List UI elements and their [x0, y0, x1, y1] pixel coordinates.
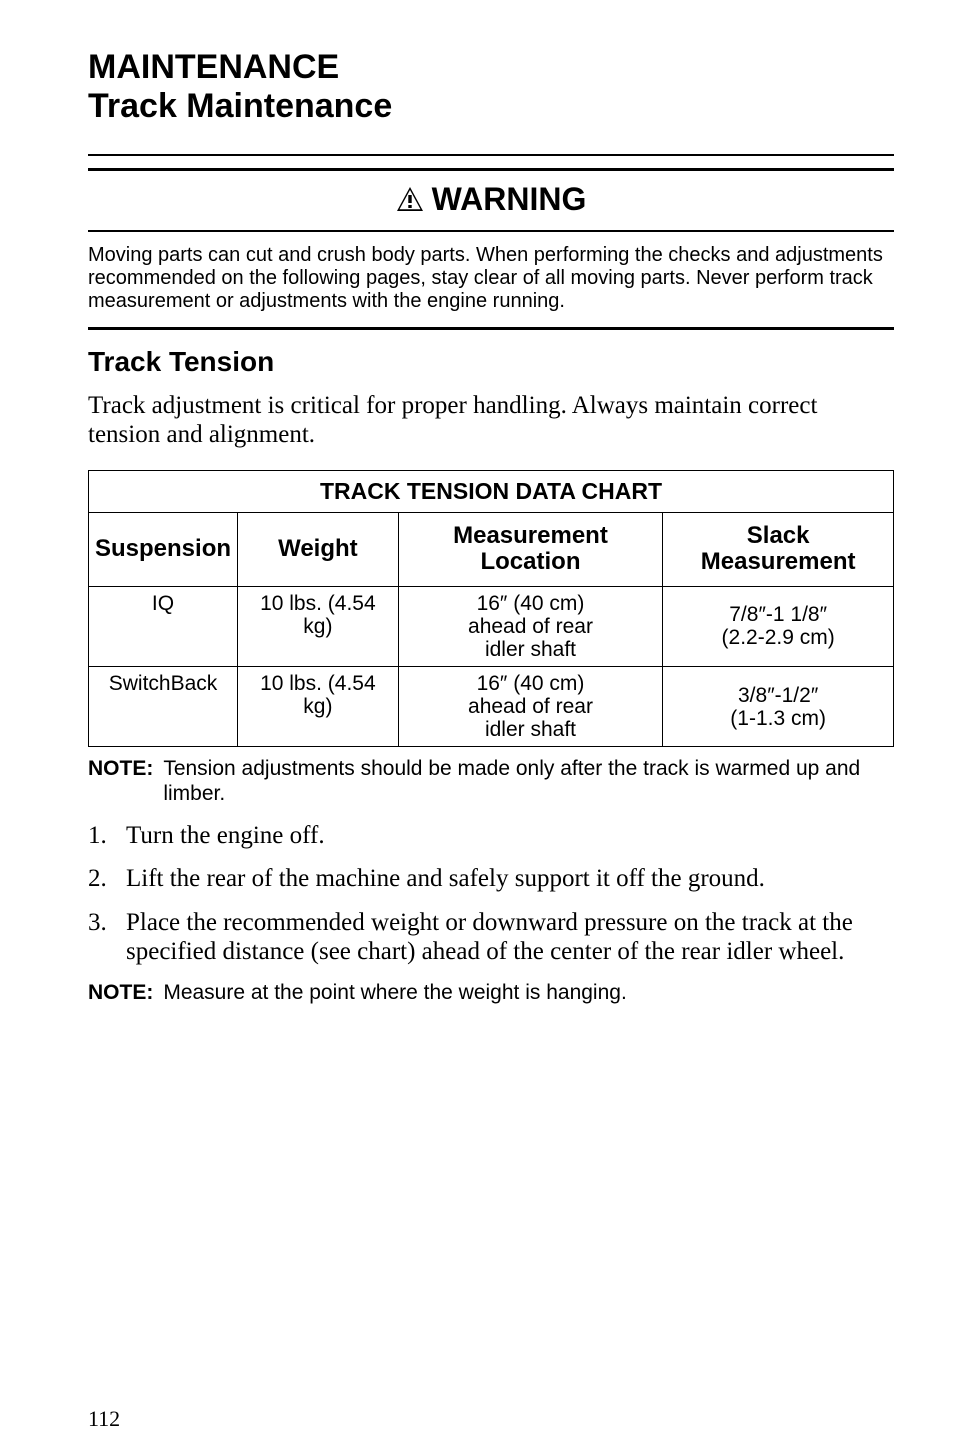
step-text: Turn the engine off. [126, 821, 325, 851]
s-l1: 3/8″-1/2″ [738, 684, 818, 707]
cell-measurement: 16″ (40 cm) ahead of rear idler shaft [398, 667, 663, 747]
cell-suspension: IQ [89, 586, 238, 666]
note-text: Tension adjustments should be made only … [163, 757, 894, 807]
cell-measurement: 16″ (40 cm) ahead of rear idler shaft [398, 586, 663, 666]
note-1: NOTE: Tension adjustments should be made… [88, 757, 894, 807]
warning-body: Moving parts can cut and crush body part… [88, 230, 894, 313]
cell-suspension: SwitchBack [89, 667, 238, 747]
table-title: TRACK TENSION DATA CHART [89, 470, 894, 512]
list-item: 1. Turn the engine off. [88, 821, 894, 851]
th-measurement: Measurement Location [398, 512, 663, 586]
s-l2: (1-1.3 cm) [730, 707, 826, 730]
step-num: 3. [88, 908, 126, 967]
m-l3: idler shaft [485, 638, 576, 661]
main-heading: MAINTENANCE [88, 48, 894, 87]
m-l1: 16″ (40 cm) [477, 672, 585, 695]
cell-weight: 10 lbs. (4.54 kg) [238, 586, 399, 666]
cell-slack: 7/8″-1 1/8″ (2.2-2.9 cm) [663, 586, 894, 666]
note-label: NOTE: [88, 757, 163, 807]
warning-title: WARNING [88, 181, 894, 230]
table-row: SwitchBack 10 lbs. (4.54 kg) 16″ (40 cm)… [89, 667, 894, 747]
warning-title-text: WARNING [432, 181, 587, 217]
sub-heading: Track Maintenance [88, 87, 894, 126]
note-label: NOTE: [88, 981, 163, 1006]
th-suspension: Suspension [89, 512, 238, 586]
step-num: 2. [88, 864, 126, 894]
step-text: Place the recommended weight or downward… [126, 908, 894, 967]
cell-weight: 10 lbs. (4.54 kg) [238, 667, 399, 747]
heading-rule [88, 154, 894, 156]
cell-slack: 3/8″-1/2″ (1-1.3 cm) [663, 667, 894, 747]
list-item: 3. Place the recommended weight or downw… [88, 908, 894, 967]
tension-table: TRACK TENSION DATA CHART Suspension Weig… [88, 470, 894, 748]
table-row: IQ 10 lbs. (4.54 kg) 16″ (40 cm) ahead o… [89, 586, 894, 666]
m-l2: ahead of rear [468, 695, 593, 718]
list-item: 2. Lift the rear of the machine and safe… [88, 864, 894, 894]
m-l2: ahead of rear [468, 615, 593, 638]
warning-icon [396, 183, 424, 220]
s-l2: (2.2-2.9 cm) [722, 626, 835, 649]
section-title: Track Tension [88, 346, 894, 378]
m-l1: 16″ (40 cm) [477, 592, 585, 615]
page-content: MAINTENANCE Track Maintenance WARNING Mo… [0, 0, 954, 1060]
step-text: Lift the rear of the machine and safely … [126, 864, 765, 894]
step-num: 1. [88, 821, 126, 851]
page-number: 112 [88, 1406, 120, 1432]
s-l1: 7/8″-1 1/8″ [729, 603, 827, 626]
steps-list: 1. Turn the engine off. 2. Lift the rear… [88, 821, 894, 967]
th-weight: Weight [238, 512, 399, 586]
th-slack: Slack Measurement [663, 512, 894, 586]
section-intro: Track adjustment is critical for proper … [88, 392, 894, 450]
note-2: NOTE: Measure at the point where the wei… [88, 981, 894, 1006]
note-text: Measure at the point where the weight is… [163, 981, 626, 1006]
warning-block: WARNING Moving parts can cut and crush b… [88, 168, 894, 330]
m-l3: idler shaft [485, 718, 576, 741]
